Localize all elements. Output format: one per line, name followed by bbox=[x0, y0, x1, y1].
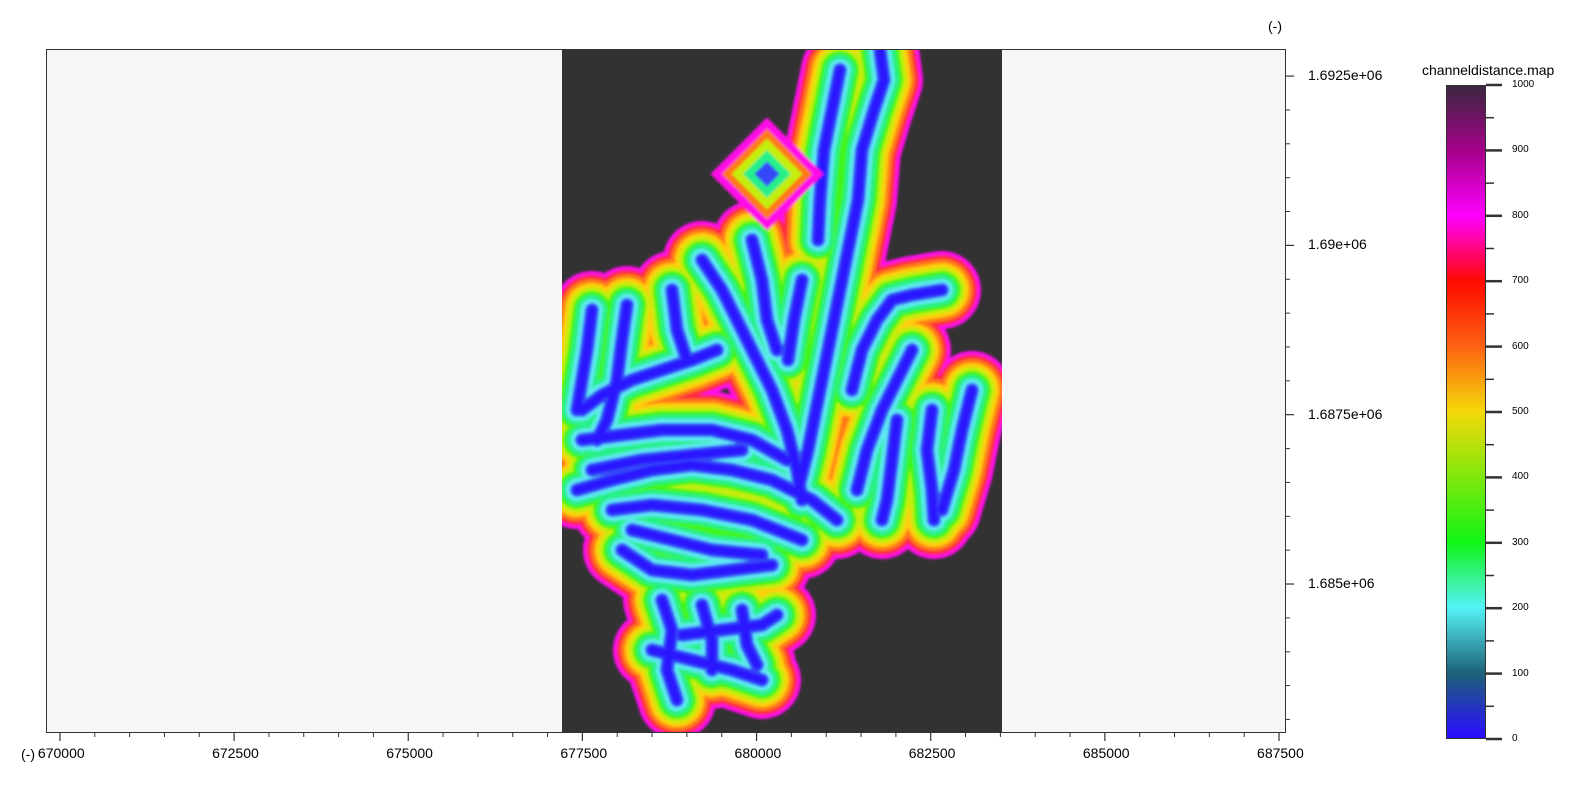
distance-band bbox=[923, 406, 938, 524]
legend-color-bar bbox=[1446, 85, 1486, 739]
distance-band bbox=[738, 606, 761, 669]
legend-tick-label: 800 bbox=[1512, 209, 1529, 221]
legend-tick-label: 300 bbox=[1512, 536, 1529, 548]
legend-tick-label: 700 bbox=[1512, 275, 1529, 287]
distance-band bbox=[853, 346, 916, 494]
distance-band bbox=[608, 501, 806, 544]
map-panel[interactable] bbox=[46, 49, 1286, 733]
distance-band bbox=[878, 416, 901, 524]
distance-band bbox=[573, 306, 596, 414]
distance-band bbox=[794, 50, 888, 494]
distance-band bbox=[698, 256, 806, 504]
y-tick-label: 1.685e+06 bbox=[1308, 575, 1375, 591]
legend-tick-label: 100 bbox=[1512, 667, 1529, 679]
distance-band bbox=[573, 461, 841, 524]
y-tick-label: 1.6875e+06 bbox=[1308, 405, 1383, 422]
x-tick-label: 685000 bbox=[1082, 745, 1130, 761]
distance-band bbox=[628, 526, 766, 559]
legend-title: channeldistance.map bbox=[1422, 62, 1555, 78]
y-axis-unit: (-) bbox=[1268, 18, 1282, 34]
legend-tick-label: 500 bbox=[1512, 406, 1529, 417]
distance-band bbox=[784, 276, 806, 364]
x-tick-label: 682500 bbox=[908, 745, 956, 761]
distance-band bbox=[588, 446, 746, 474]
distance-band bbox=[814, 66, 844, 244]
x-tick-label: 670000 bbox=[37, 745, 85, 761]
legend-tick-label: 600 bbox=[1512, 340, 1529, 352]
distance-band bbox=[848, 286, 946, 394]
y-tick-label: 1.69e+06 bbox=[1308, 236, 1367, 253]
legend-tick-label: 400 bbox=[1512, 471, 1529, 483]
catchment-distance-field bbox=[562, 50, 1002, 732]
x-tick-label: 680000 bbox=[734, 745, 782, 761]
distance-band bbox=[658, 596, 681, 704]
legend-tick-label: 0 bbox=[1512, 733, 1518, 744]
legend-tick-label: 200 bbox=[1512, 602, 1529, 614]
channel-distance-raster bbox=[562, 50, 1002, 732]
legend-tick-label: 1000 bbox=[1512, 79, 1535, 90]
distance-band bbox=[618, 546, 776, 579]
distance-band bbox=[748, 236, 781, 354]
x-tick-label: 677500 bbox=[560, 745, 608, 761]
x-tick-label: 687500 bbox=[1257, 745, 1304, 761]
x-axis-unit: (-) bbox=[21, 746, 35, 762]
x-tick-label: 672500 bbox=[212, 745, 259, 761]
distance-band bbox=[578, 426, 791, 464]
legend-tick-label: 900 bbox=[1512, 144, 1529, 156]
distance-band bbox=[668, 286, 691, 364]
distance-band bbox=[698, 601, 716, 674]
distance-patch bbox=[754, 161, 780, 187]
distance-band bbox=[593, 301, 631, 444]
x-tick-label: 675000 bbox=[386, 745, 433, 761]
y-tick-label: 1.6925e+06 bbox=[1308, 67, 1383, 84]
distance-band bbox=[938, 386, 976, 514]
distance-band bbox=[578, 346, 721, 414]
